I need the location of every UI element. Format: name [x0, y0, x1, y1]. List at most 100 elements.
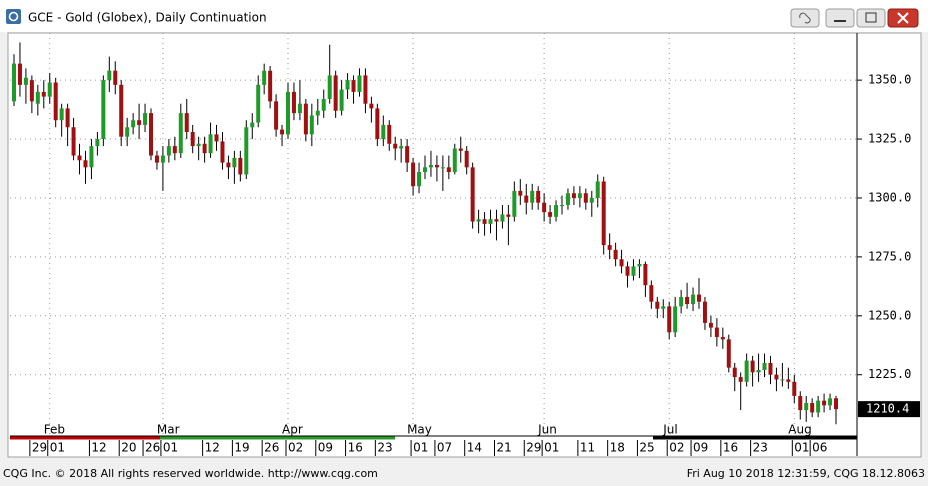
candle-body: [661, 306, 666, 309]
candle-body: [452, 148, 457, 173]
candle-body: [476, 219, 481, 222]
candle-body: [423, 167, 427, 173]
candle-body: [333, 75, 338, 111]
candle-body: [327, 75, 332, 99]
candle-body: [375, 108, 380, 140]
candle-body: [125, 127, 130, 137]
candle-body: [339, 89, 344, 111]
candle-body: [214, 134, 219, 142]
x-tick-label: 21: [496, 441, 511, 455]
candle-body: [83, 160, 88, 168]
maximize-button[interactable]: [856, 8, 886, 28]
candle-body: [577, 193, 582, 198]
candle-body: [428, 164, 433, 168]
candle-body: [595, 181, 600, 198]
candle-body: [417, 172, 422, 187]
candle-body: [512, 190, 517, 217]
window-buttons[interactable]: [790, 8, 919, 28]
candle-body: [560, 205, 564, 207]
last-price-label: 1210.4: [866, 402, 909, 416]
candle-body: [256, 84, 261, 123]
y-tick-label: 1350.0: [868, 73, 911, 87]
x-tick-label: 07: [437, 441, 452, 455]
footer-left: CQG Inc. © 2018 All rights reserved worl…: [3, 467, 378, 480]
candle-body: [804, 403, 809, 411]
link-button[interactable]: [790, 8, 820, 28]
minimize-button[interactable]: [825, 8, 855, 28]
candle-body: [816, 400, 821, 413]
month-label: Mar: [157, 423, 180, 437]
candle-body: [470, 167, 475, 222]
candle-body: [143, 113, 148, 125]
candle-body: [619, 259, 624, 267]
candle-body: [250, 122, 255, 128]
candle-body: [405, 146, 410, 163]
candle-body: [113, 70, 118, 85]
candle-body: [792, 381, 797, 396]
candle-body: [89, 146, 94, 168]
x-tick-label: 16: [723, 441, 738, 455]
candle-body: [708, 322, 713, 328]
candle-body: [65, 108, 70, 128]
candle-body: [565, 193, 570, 206]
candle-body: [202, 143, 207, 154]
x-tick-label: 14: [467, 441, 482, 455]
candle-body: [160, 155, 165, 163]
app-icon-glyph: [8, 11, 19, 22]
candle-body: [655, 301, 660, 309]
candle-body: [530, 190, 535, 203]
candle-body: [780, 379, 785, 381]
candle-body: [172, 146, 177, 154]
x-tick-label: 29: [32, 441, 47, 455]
candle-body: [744, 360, 749, 382]
app-icon: [6, 9, 21, 24]
x-tick-label: 23: [377, 441, 392, 455]
candle-body: [434, 164, 439, 168]
candle-body: [768, 362, 773, 375]
close-glyph: [897, 12, 909, 24]
candle-body: [393, 143, 398, 149]
candle-body: [274, 101, 279, 130]
candle-body: [17, 63, 22, 85]
candle-body: [345, 80, 350, 90]
candle-body: [399, 146, 404, 149]
candle-body: [315, 110, 320, 116]
x-tick-label: 02: [669, 441, 684, 455]
y-tick-label: 1300.0: [868, 190, 911, 204]
candle-body: [387, 124, 392, 144]
month-label: Apr: [282, 423, 303, 437]
y-tick-label: 1275.0: [868, 249, 911, 263]
y-tick-label: 1325.0: [868, 132, 911, 146]
candle-body: [35, 91, 40, 104]
x-tick-label: 09: [693, 441, 708, 455]
candle-body: [518, 190, 523, 196]
candle-body: [536, 190, 541, 203]
candle-body: [244, 127, 249, 175]
candle-body: [482, 219, 487, 224]
x-tick-label: 12: [205, 441, 220, 455]
candle-body: [750, 360, 755, 373]
x-tick-label: 01: [163, 441, 178, 455]
candle-body: [131, 120, 136, 128]
candle-body: [59, 108, 64, 121]
candle-body: [583, 193, 588, 203]
candle-body: [381, 124, 386, 140]
candle-body: [363, 75, 368, 104]
x-tick-label: 26: [264, 441, 279, 455]
candle-body: [297, 103, 302, 114]
candle-body: [357, 75, 362, 92]
link-glyph: [799, 12, 811, 24]
candle-body: [685, 296, 690, 305]
candle-body: [119, 84, 124, 137]
candle-body: [101, 80, 106, 140]
candle-body: [732, 367, 737, 378]
candle-body: [548, 212, 553, 217]
candle-body: [23, 77, 28, 85]
candle-body: [631, 266, 636, 276]
candle-body: [786, 379, 791, 382]
candle-body: [220, 141, 225, 163]
candle-body: [667, 306, 672, 333]
last-price-box: [858, 401, 920, 418]
candle-body: [625, 266, 630, 276]
